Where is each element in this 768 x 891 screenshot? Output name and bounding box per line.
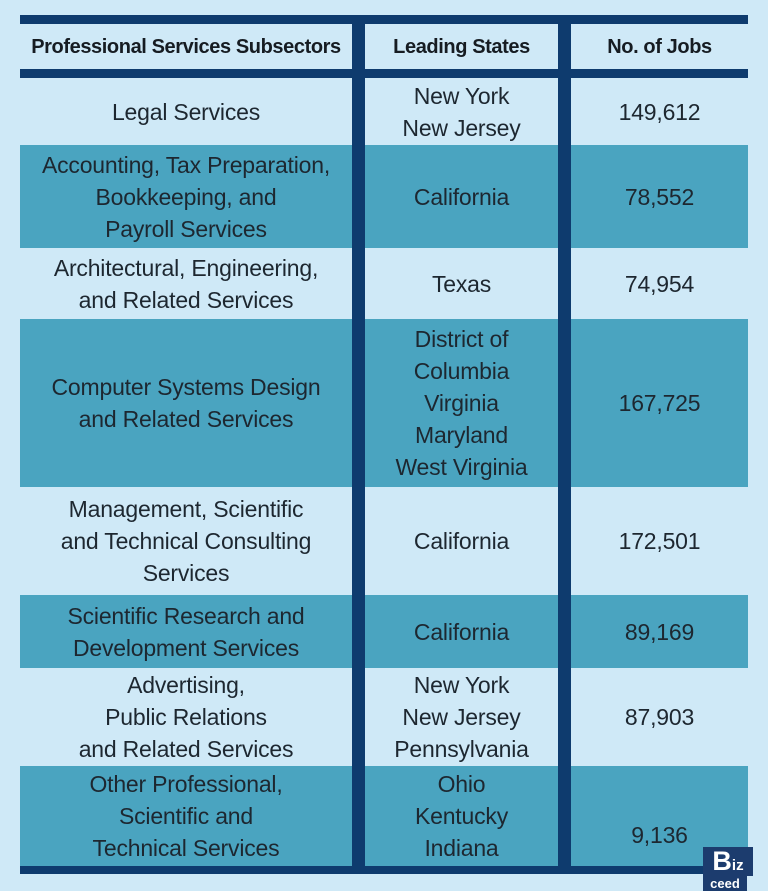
header-subsectors: Professional Services Subsectors bbox=[20, 24, 352, 69]
table-top-border bbox=[20, 15, 748, 24]
subsector-cell: Other Professional, Scientific and Techn… bbox=[20, 766, 352, 866]
jobs-cell: 87,903 bbox=[571, 668, 748, 766]
jobs-cell: 89,169 bbox=[571, 595, 748, 668]
logo-letters-iz: iz bbox=[731, 857, 744, 874]
jobs-cell: 149,612 bbox=[571, 78, 748, 145]
states-cell: New York New Jersey Pennsylvania bbox=[365, 668, 558, 766]
jobs-cell: 74,954 bbox=[571, 248, 748, 319]
states-cell: California bbox=[365, 145, 558, 248]
column-divider-2 bbox=[558, 15, 571, 874]
bizceed-logo-text: ceed bbox=[703, 876, 747, 891]
states-cell: Ohio Kentucky Indiana bbox=[365, 766, 558, 866]
subsector-cell: Advertising, Public Relations and Relate… bbox=[20, 668, 352, 766]
column-divider-1 bbox=[352, 15, 365, 874]
table-bottom-border bbox=[20, 866, 748, 874]
subsector-cell: Management, Scientific and Technical Con… bbox=[20, 487, 352, 595]
subsector-cell: Architectural, Engineering, and Related … bbox=[20, 248, 352, 319]
header-jobs: No. of Jobs bbox=[571, 24, 748, 69]
states-cell: District of Columbia Virginia Maryland W… bbox=[365, 319, 558, 487]
states-cell: California bbox=[365, 487, 558, 595]
header-states: Leading States bbox=[365, 24, 558, 69]
subsector-cell: Accounting, Tax Preparation, Bookkeeping… bbox=[20, 145, 352, 248]
jobs-table: Professional Services Subsectors Leading… bbox=[20, 15, 748, 874]
jobs-cell: 167,725 bbox=[571, 319, 748, 487]
jobs-cell: 172,501 bbox=[571, 487, 748, 595]
states-cell: Texas bbox=[365, 248, 558, 319]
subsector-cell: Legal Services bbox=[20, 78, 352, 145]
subsector-cell: Scientific Research and Development Serv… bbox=[20, 595, 352, 668]
subsector-cell: Computer Systems Design and Related Serv… bbox=[20, 319, 352, 487]
states-cell: New York New Jersey bbox=[365, 78, 558, 145]
logo-letter-b: B bbox=[712, 846, 732, 876]
jobs-cell: 78,552 bbox=[571, 145, 748, 248]
states-cell: California bbox=[365, 595, 558, 668]
jobs-cell: 9,136 bbox=[571, 766, 748, 866]
header-bottom-border bbox=[20, 69, 748, 78]
